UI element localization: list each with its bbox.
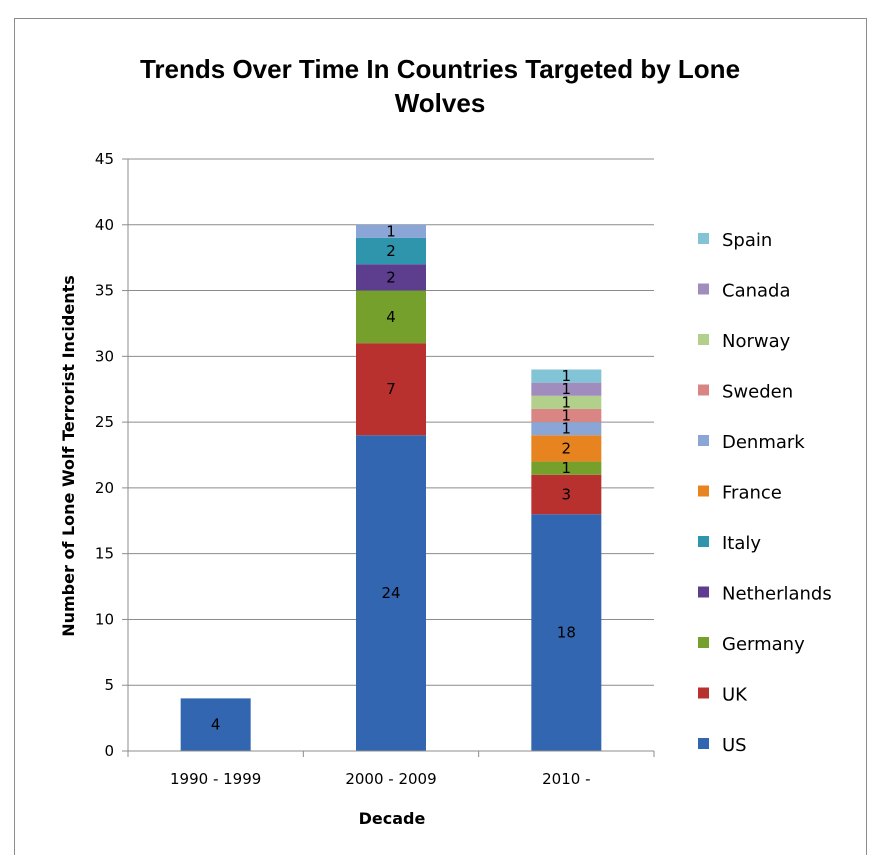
legend-swatch (698, 283, 709, 295)
legend-label: Spain (722, 230, 772, 251)
bars (180, 224, 602, 751)
legend-label: Germany (722, 634, 805, 655)
axes: 0 5 10 15 20 25 30 35 40 45 1990 - 1999 2000 - 2009… (95, 150, 655, 788)
legend-swatch (698, 586, 709, 598)
legend-label: Denmark (722, 432, 805, 453)
data-label: 1 (562, 459, 572, 477)
bar-segment (531, 461, 602, 475)
legend-label: UK (722, 685, 748, 706)
bar-segment (356, 435, 426, 751)
bar-segment (531, 408, 602, 423)
y-tick-label: 30 (95, 347, 114, 365)
y-tick-label: 20 (95, 479, 114, 497)
y-tick-label: 25 (95, 413, 114, 431)
legend-label: Italy (722, 533, 761, 554)
data-label: 1 (562, 380, 572, 398)
legend-swatch (698, 435, 709, 446)
legend-label: Sweden (722, 382, 793, 403)
y-tick-label: 40 (95, 216, 114, 234)
bar-segment (531, 422, 602, 436)
legend-swatch (698, 536, 709, 547)
data-label: 24 (381, 584, 400, 602)
legend-label: Norway (722, 331, 791, 352)
legend-label: US (722, 735, 747, 756)
x-tick-label: 1990 - 1999 (170, 770, 261, 788)
chart-title-line-2: Wolves (395, 88, 486, 118)
legend-swatch (698, 687, 709, 699)
legend-swatch (698, 334, 709, 345)
bar-segment (356, 224, 426, 238)
data-label: 18 (557, 624, 576, 642)
bar-segment (531, 382, 602, 396)
y-tick-label: 0 (104, 742, 114, 760)
bar-segment (356, 237, 426, 265)
legend-swatch (698, 384, 709, 396)
chart-title-line-1: Trends Over Time In Countries Targeted b… (140, 54, 740, 84)
bar-segment (356, 264, 426, 291)
legend-swatch (698, 637, 709, 648)
bar-segment (356, 290, 426, 344)
bar-segment (356, 343, 426, 436)
legend-label: Canada (722, 281, 791, 302)
legend: Spain Canada Norway Sweden Denmark France Ital… (698, 230, 832, 756)
data-label: 1 (562, 420, 572, 438)
y-axis-title: Number of Lone Wolf Terrorist Incidents (59, 275, 78, 637)
legend-swatch (698, 233, 709, 244)
y-tick-label: 10 (95, 610, 114, 628)
data-label: 3 (562, 485, 572, 503)
data-label: 1 (386, 222, 396, 240)
bar-segment (531, 474, 602, 515)
data-label: 1 (562, 367, 572, 385)
data-label: 2 (562, 439, 572, 457)
legend-label: France (722, 483, 782, 504)
bar-segment (531, 369, 602, 383)
bar-segment (531, 435, 602, 462)
data-label: 2 (386, 242, 396, 260)
data-label: 2 (386, 268, 396, 286)
bar-segment (531, 514, 602, 751)
legend-label: Netherlands (722, 584, 832, 605)
y-tick-label: 5 (104, 676, 114, 694)
chart-frame (14, 18, 867, 855)
data-label: 4 (211, 716, 221, 734)
bar-segment (180, 698, 251, 751)
y-tick-label: 45 (95, 150, 114, 168)
data-label: 1 (562, 407, 572, 425)
data-label: 4 (386, 308, 396, 326)
x-axis-title: Decade (359, 809, 426, 828)
x-tick-label: 2000 - 2009 (345, 770, 436, 788)
y-tick-label: 15 (95, 545, 114, 563)
x-tick-label: 2010 - (542, 770, 590, 788)
data-label: 1 (562, 393, 572, 411)
bar-segment (531, 395, 602, 409)
y-tick-label: 35 (95, 282, 114, 300)
legend-swatch (698, 738, 709, 749)
data-label: 7 (386, 380, 396, 398)
legend-swatch (698, 485, 709, 497)
